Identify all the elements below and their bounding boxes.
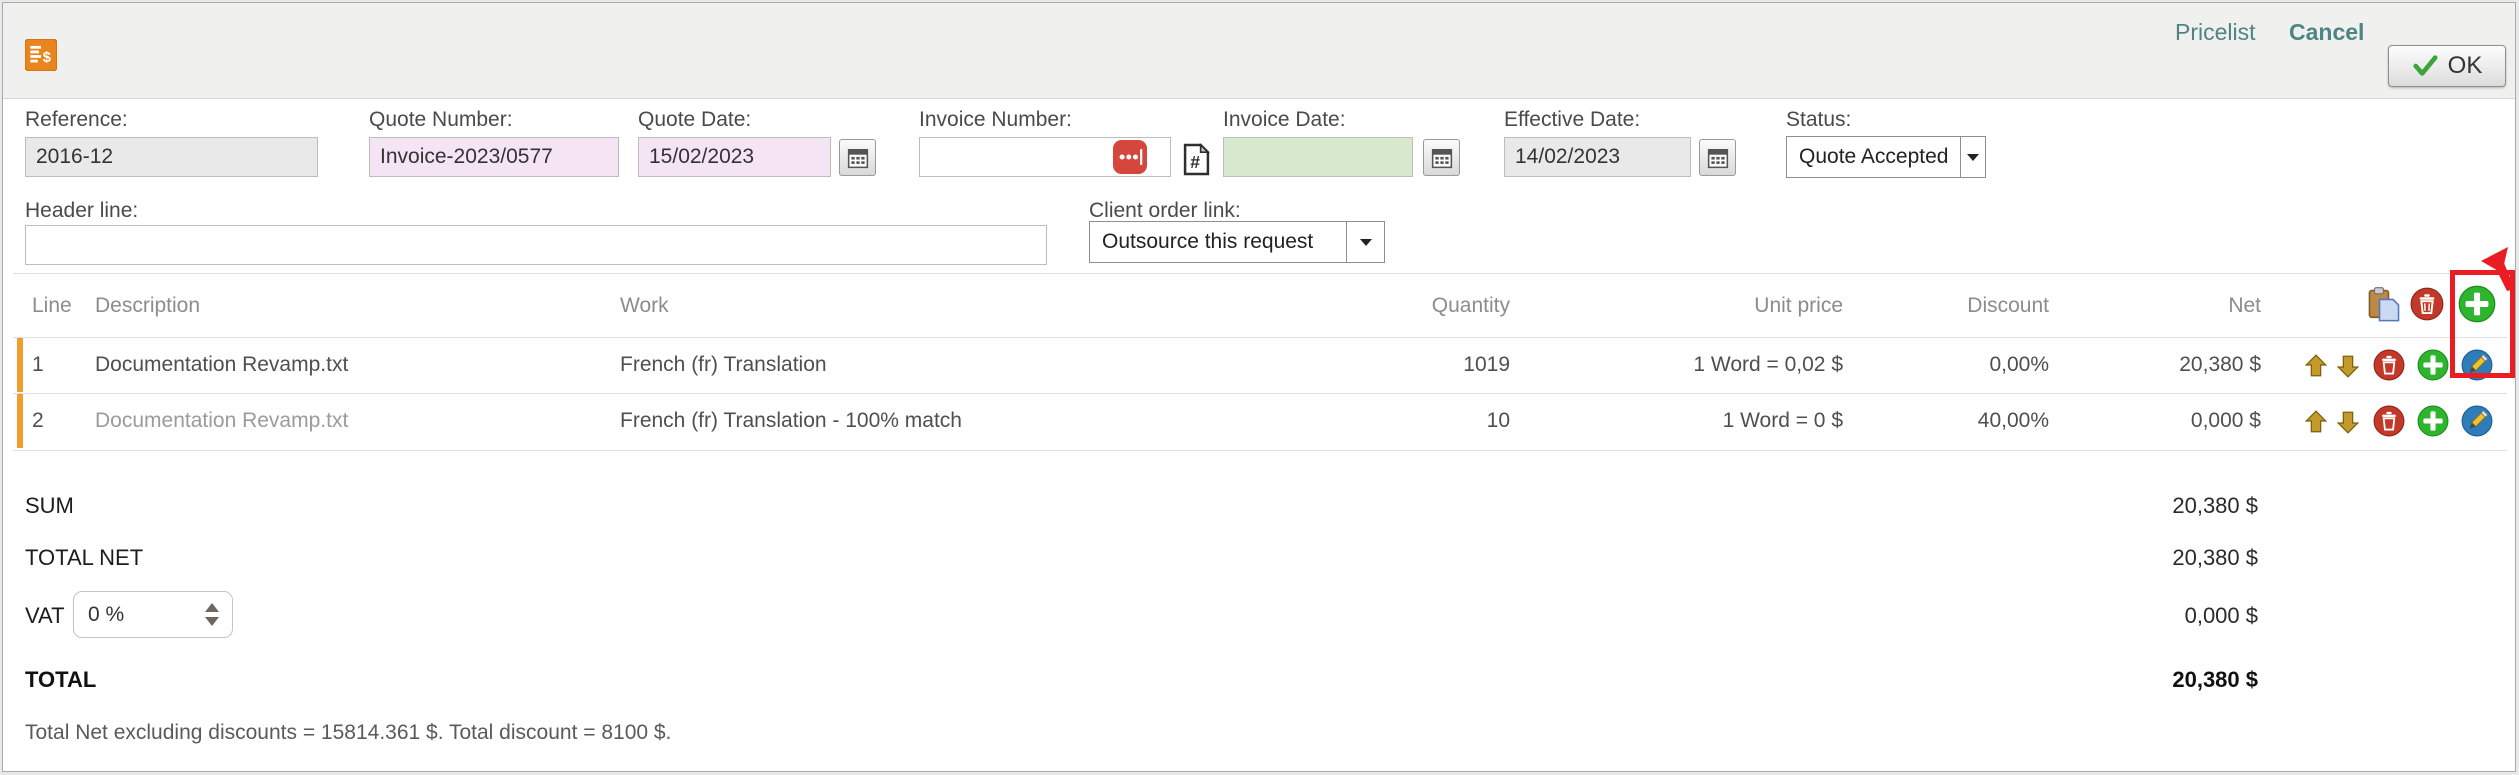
trash-icon[interactable] [2410,287,2444,321]
spinner-down-icon[interactable] [205,617,219,626]
cell-description: Documentation Revamp.txt [95,353,349,376]
status-label: Status: [1786,108,1852,131]
effective-date-calendar-button[interactable] [1699,139,1736,176]
invoice-date-input[interactable] [1223,137,1413,177]
pricelist-link[interactable]: Pricelist [2175,19,2256,45]
svg-text:#: # [1190,152,1200,172]
add-icon[interactable] [2417,349,2449,381]
down-arrow-icon[interactable] [2335,353,2361,379]
client-order-link-select[interactable]: Outsource this request [1089,221,1385,263]
total-net-value: 20,380 $ [2172,545,2258,570]
header-line-label: Header line: [25,199,139,222]
invoice-app-icon: $ [25,39,57,71]
invoice-date-calendar-button[interactable] [1423,139,1460,176]
cell-discount: 0,00% [1989,353,2049,376]
col-net: Net [2228,294,2261,317]
quote-date-input[interactable]: 15/02/2023 [638,137,831,177]
effective-date-label: Effective Date: [1504,108,1641,131]
col-line: Line [32,294,72,317]
invoice-date-label: Invoice Date: [1223,108,1346,131]
cell-description: Documentation Revamp.txt [95,409,349,432]
vat-amount: 0,000 $ [2184,603,2258,628]
total-net-label: TOTAL NET [25,545,144,570]
cell-quantity: 1019 [1463,353,1510,376]
svg-text:$: $ [43,49,52,66]
col-quantity: Quantity [1431,294,1510,317]
status-value: Quote Accepted [1799,145,1949,168]
cancel-link[interactable]: Cancel [2289,19,2365,45]
trash-icon[interactable] [2373,405,2405,437]
table-header-row: Line Description Work Quantity Unit pric… [3,274,2515,337]
totals-footnote: Total Net excluding discounts = 15814.36… [25,721,672,744]
cell-line: 1 [32,353,44,376]
trash-icon[interactable] [2373,349,2405,381]
vat-value: 0 % [88,602,125,626]
reference-input: 2016-12 [25,137,318,177]
autofill-badge-icon[interactable] [1113,140,1147,174]
table-bottom-divider [13,450,2507,451]
total-value: 20,380 $ [2172,667,2258,692]
chevron-down-icon[interactable] [1346,222,1384,262]
row-divider [13,393,2507,394]
cell-quantity: 10 [1486,409,1510,432]
chevron-down-icon[interactable] [1960,137,1985,177]
quote-date-calendar-button[interactable] [839,139,876,176]
client-order-link-value: Outsource this request [1102,230,1314,253]
status-select[interactable]: Quote Accepted [1786,136,1986,178]
table-top-divider [13,273,2507,274]
vat-label: VAT [25,603,65,628]
add-icon[interactable] [2417,405,2449,437]
vat-spinner[interactable]: 0 % [73,591,233,638]
reference-label: Reference: [25,108,128,131]
toolbar: $ Pricelist Cancel OK [3,3,2515,99]
sum-value: 20,380 $ [2172,493,2258,518]
sum-label: SUM [25,493,74,518]
col-description: Description [95,294,201,317]
calendar-icon [1431,148,1452,168]
up-arrow-icon[interactable] [2303,409,2329,435]
calendar-icon [847,148,868,168]
effective-date-input: 14/02/2023 [1504,137,1691,177]
edit-icon[interactable] [2461,349,2493,381]
quote-number-label: Quote Number: [369,108,513,131]
invoice-number-label: Invoice Number: [919,108,1072,131]
cell-work: French (fr) Translation - 100% match [620,409,962,432]
row-marker [17,394,23,448]
up-arrow-icon[interactable] [2303,353,2329,379]
ok-button-label: OK [2447,52,2483,79]
cell-unit-price: 1 Word = 0,02 $ [1693,353,1843,376]
cell-work: French (fr) Translation [620,353,827,376]
edit-icon[interactable] [2461,405,2493,437]
col-unit-price: Unit price [1754,294,1843,317]
cell-unit-price: 1 Word = 0 $ [1722,409,1843,432]
quote-number-input[interactable]: Invoice-2023/0577 [369,137,619,177]
add-icon[interactable] [2458,285,2496,323]
total-label: TOTAL [25,667,97,692]
cell-line: 2 [32,409,44,432]
header-line-input[interactable] [25,225,1047,265]
cell-net: 20,380 $ [2179,353,2261,376]
highlight-arrow [2481,247,2515,291]
cell-net: 0,000 $ [2190,409,2261,432]
row-marker [17,338,23,392]
paste-icon[interactable] [2365,286,2403,324]
quote-date-label: Quote Date: [638,108,752,131]
ok-button[interactable]: OK [2388,45,2506,87]
spinner-up-icon[interactable] [205,603,219,612]
calendar-icon [1707,148,1728,168]
client-order-link-label: Client order link: [1089,199,1241,222]
cell-discount: 40,00% [1977,409,2049,432]
down-arrow-icon[interactable] [2335,409,2361,435]
generate-number-icon[interactable]: # [1183,142,1210,177]
highlight-rectangle [2450,270,2515,378]
table-row-1[interactable]: 1 Documentation Revamp.txt French (fr) T… [3,337,2515,393]
table-row-2[interactable]: 2 Documentation Revamp.txt French (fr) T… [3,393,2515,449]
header-divider [13,337,2507,338]
check-icon [2413,55,2438,76]
spinner-arrows[interactable] [192,603,232,626]
col-discount: Discount [1967,294,2049,317]
col-work: Work [620,294,669,317]
